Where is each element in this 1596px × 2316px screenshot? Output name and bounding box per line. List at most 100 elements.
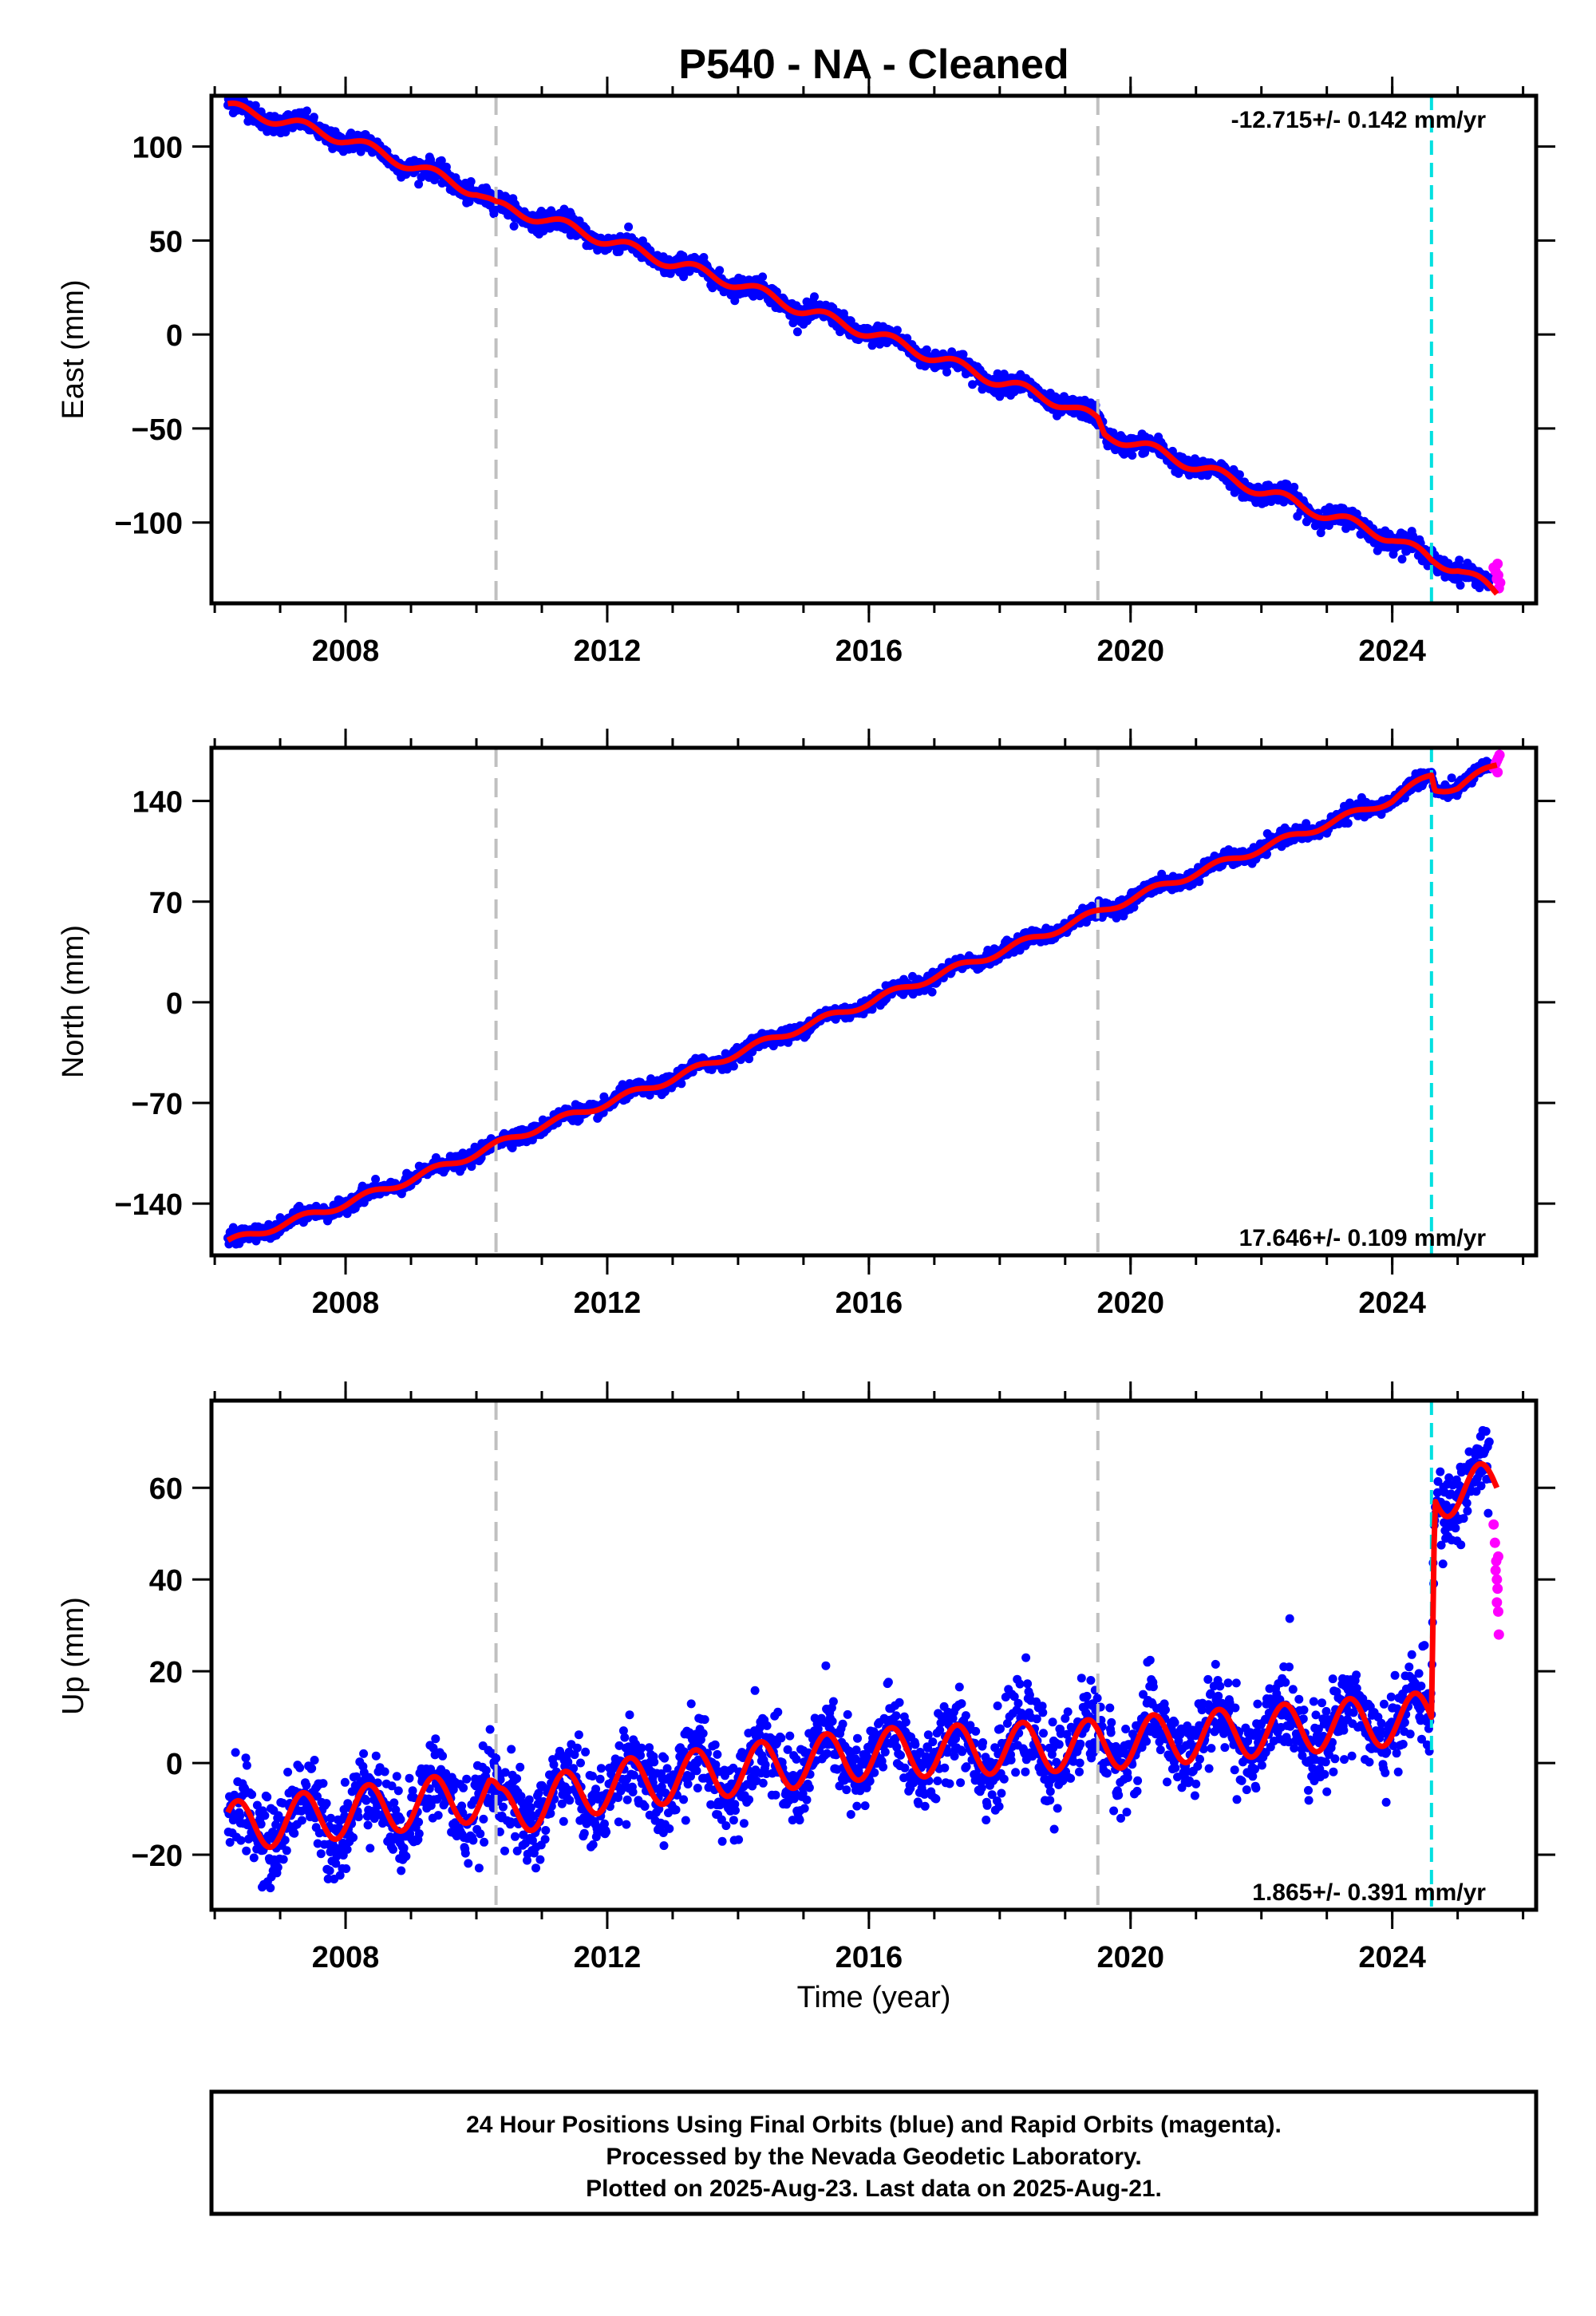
east-x-tick-label: 2020 bbox=[1096, 634, 1164, 668]
up-final-point bbox=[244, 1834, 253, 1844]
east-final-point bbox=[968, 380, 978, 389]
up-final-point bbox=[267, 1834, 277, 1843]
up-final-point bbox=[266, 1883, 275, 1893]
up-final-point bbox=[290, 1828, 299, 1838]
east-final-point bbox=[942, 367, 951, 377]
up-final-point bbox=[260, 1811, 270, 1820]
east-ylabel: East (mm) bbox=[57, 279, 90, 419]
east-final-point bbox=[758, 272, 768, 282]
up-final-point bbox=[280, 1836, 290, 1845]
east-final-point bbox=[903, 334, 912, 343]
east-rate: -12.715+/- 0.142 mm/yr bbox=[1231, 107, 1487, 133]
up-final-point bbox=[318, 1779, 328, 1788]
east-final-point bbox=[309, 113, 318, 122]
east-y-tick-label: 100 bbox=[132, 132, 183, 165]
north-final-point bbox=[677, 1079, 686, 1089]
up-final-point bbox=[247, 1790, 257, 1800]
north-rapid-point bbox=[1494, 749, 1505, 761]
up-final-point bbox=[225, 1838, 235, 1847]
up-final-point bbox=[307, 1764, 317, 1773]
east-final-point bbox=[288, 123, 298, 132]
north-y-tick-label: 0 bbox=[166, 987, 183, 1021]
east-frame bbox=[209, 93, 1539, 606]
up-final-point bbox=[274, 1811, 283, 1820]
east-final-point bbox=[922, 345, 931, 354]
up-final-points bbox=[223, 1425, 1495, 1893]
north-ylabel: North (mm) bbox=[57, 925, 90, 1078]
up-final-point bbox=[256, 1820, 266, 1829]
east-event-lines bbox=[494, 96, 1433, 603]
north-x-tick-label: 2020 bbox=[1096, 1286, 1164, 1320]
north-y-tick-label: −140 bbox=[114, 1188, 183, 1222]
east-final-point bbox=[437, 156, 446, 165]
east-y-tick-label: 0 bbox=[166, 319, 183, 353]
up-final-point bbox=[316, 1849, 326, 1859]
east-final-point bbox=[792, 327, 802, 337]
east-final-point bbox=[466, 177, 476, 186]
east-final-point bbox=[958, 350, 968, 359]
up-final-point bbox=[313, 1839, 322, 1848]
east-x-tick-label: 2016 bbox=[836, 634, 903, 668]
north-final-point bbox=[745, 1054, 754, 1064]
east-final-point bbox=[708, 283, 717, 293]
up-final-point bbox=[273, 1863, 282, 1872]
up-final-point bbox=[282, 1846, 291, 1856]
north-final-point bbox=[1302, 819, 1311, 828]
up-final-point bbox=[249, 1853, 259, 1863]
up-final-point bbox=[302, 1780, 311, 1790]
north-final-point bbox=[1129, 903, 1139, 912]
east-final-point bbox=[1455, 555, 1464, 565]
chart-title: P540 - NA - Cleaned bbox=[678, 41, 1069, 88]
up-final-point bbox=[241, 1753, 251, 1763]
north-final-point bbox=[927, 987, 937, 997]
north-x-tick-label: 2012 bbox=[574, 1286, 642, 1320]
east-model-line bbox=[226, 100, 1499, 596]
east-final-point bbox=[489, 209, 499, 219]
east-final-point bbox=[810, 292, 819, 302]
east-final-point bbox=[1456, 580, 1465, 590]
north-y-tick-label: −70 bbox=[132, 1088, 183, 1121]
east-y-tick-label: −100 bbox=[114, 508, 183, 541]
north-final-point bbox=[1195, 877, 1204, 887]
up-final-point bbox=[231, 1748, 240, 1757]
up-final-point bbox=[242, 1761, 251, 1770]
east-model-curve bbox=[226, 100, 1499, 596]
east-final-point bbox=[414, 180, 424, 189]
north-final-point bbox=[729, 1061, 738, 1071]
east-rapid-point bbox=[1492, 559, 1503, 570]
east-final-point bbox=[509, 221, 519, 231]
north-x-tick-label: 2008 bbox=[312, 1286, 380, 1320]
north-x-tick-label: 2016 bbox=[836, 1286, 903, 1320]
east-rapid-points bbox=[1488, 559, 1506, 594]
east-frame-rect bbox=[209, 93, 1539, 606]
up-final-point bbox=[242, 1846, 251, 1856]
east-x-tick-label: 2024 bbox=[1358, 634, 1426, 668]
east-final-point bbox=[624, 222, 634, 231]
up-final-point bbox=[283, 1768, 293, 1777]
east-x-tick-label: 2012 bbox=[574, 634, 642, 668]
north-final-point bbox=[1343, 819, 1353, 828]
east-final-point bbox=[1282, 480, 1292, 489]
up-final-point bbox=[252, 1800, 262, 1810]
north-final-point bbox=[371, 1175, 381, 1184]
east-x-tick-label: 2008 bbox=[312, 634, 380, 668]
east-y-tick-label: −50 bbox=[132, 413, 183, 447]
north-y-tick-label: 70 bbox=[149, 887, 183, 920]
east-final-point bbox=[1235, 470, 1244, 480]
east-final-point bbox=[1128, 451, 1137, 460]
north-y-tick-label: 140 bbox=[132, 786, 183, 820]
north-rate: 17.646+/- 0.109 mm/yr bbox=[1239, 1225, 1487, 1251]
north-event-lines bbox=[494, 748, 1433, 1255]
east-final-point bbox=[302, 106, 311, 116]
up-final-point bbox=[310, 1756, 319, 1765]
north-model-curve bbox=[226, 762, 1499, 1243]
east-final-point bbox=[1290, 482, 1299, 492]
up-final-point bbox=[295, 1763, 305, 1773]
up-final-point bbox=[236, 1836, 246, 1845]
